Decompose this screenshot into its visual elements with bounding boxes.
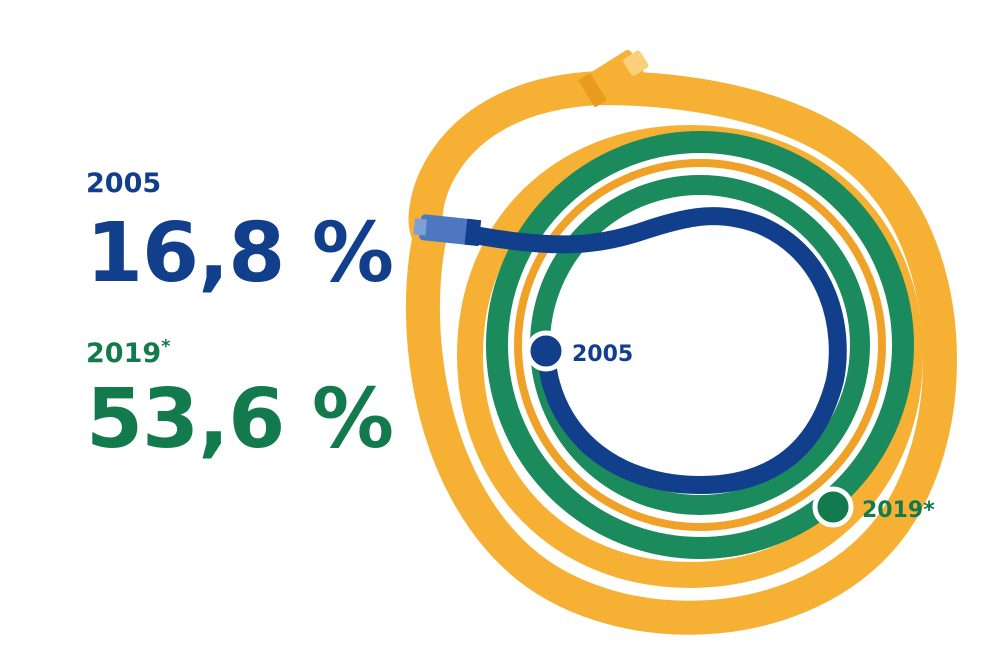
marker-2019 — [812, 486, 854, 528]
marker-2005 — [525, 330, 567, 372]
green-cable-outer-ring — [486, 131, 914, 559]
yellow-cable-connector — [578, 50, 649, 108]
stat-2005-value: 16,8 % — [86, 206, 394, 301]
stat-2005-year: 2005 — [86, 168, 162, 199]
marker-2019-label: 2019* — [862, 498, 935, 523]
orange-separator-ring — [514, 159, 886, 531]
stat-2019-year: 2019* — [86, 336, 393, 369]
stat-2019: 2019* 53,6 % — [86, 336, 394, 467]
blue-cable — [471, 207, 847, 495]
blue-cable-connector — [413, 214, 482, 247]
stat-2019-year-number: 2019 — [86, 338, 162, 369]
marker-2005-label: 2005 — [572, 342, 633, 367]
stat-2005: 2005 16,8 % — [86, 168, 394, 301]
stat-2019-year-asterisk: * — [161, 336, 171, 357]
stat-2019-value: 53,6 % — [86, 372, 394, 467]
